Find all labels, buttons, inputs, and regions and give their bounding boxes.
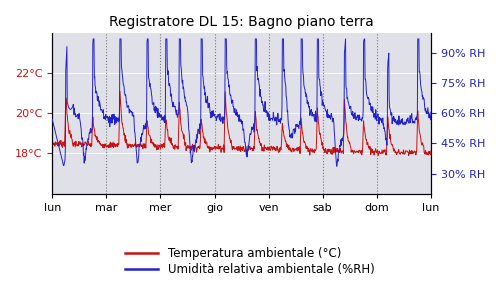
Legend: Temperatura ambientale (°C), Umidità relativa ambientale (%RH): Temperatura ambientale (°C), Umidità rel…: [120, 242, 380, 281]
Title: Registratore DL 15: Bagno piano terra: Registratore DL 15: Bagno piano terra: [109, 15, 374, 29]
